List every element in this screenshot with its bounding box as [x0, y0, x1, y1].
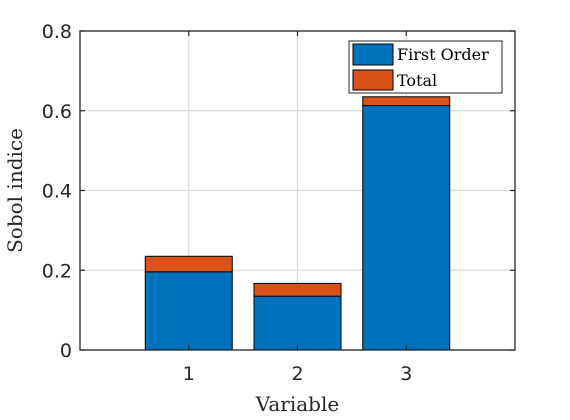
bar-total-2: [253, 282, 342, 297]
axis-ticks: [80, 30, 515, 351]
x-axis-label: Variable: [255, 392, 339, 416]
x-tick-label-0: 1: [183, 363, 195, 385]
legend-swatch-total: [352, 69, 394, 91]
x-tick-label-1: 2: [291, 363, 303, 385]
x-tick-label-2: 3: [400, 363, 412, 385]
y-tick-label-4: 0.8: [42, 21, 72, 43]
bar-first-order-1: [144, 271, 233, 351]
bar-first-order-3: [362, 105, 451, 351]
bar-first-order-2: [253, 295, 342, 351]
bars: [144, 96, 451, 351]
legend-label-first-order: First Order: [397, 45, 489, 64]
y-tick-labels: 0 0.2 0.4 0.6 0.8: [42, 21, 72, 362]
y-tick-label-1: 0.2: [42, 260, 72, 282]
bar-total-1: [144, 255, 233, 273]
legend-swatch-first-order: [352, 43, 394, 66]
y-tick-label-2: 0.4: [42, 181, 72, 203]
x-tick-labels: 1 2 3: [183, 363, 413, 385]
y-axis-label: Sobol indice: [3, 128, 27, 253]
bar-total-3: [362, 96, 451, 107]
y-tick-label-3: 0.6: [42, 101, 72, 123]
legend: First Order Total: [348, 40, 503, 94]
legend-label-total: Total: [397, 71, 437, 90]
y-tick-label-0: 0: [60, 340, 72, 362]
